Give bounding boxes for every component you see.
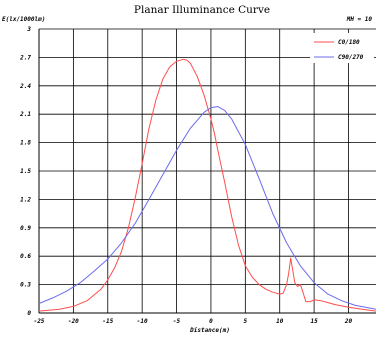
legend-label: C0/180: [338, 39, 360, 46]
x-tick-label: 15: [310, 318, 318, 325]
y-tick-label: 0.6: [20, 253, 31, 260]
x-axis-label: Distance(m): [189, 327, 230, 334]
x-tick-label: -10: [137, 318, 148, 325]
x-tick-label: -15: [102, 318, 113, 325]
y-tick-label: 3: [26, 26, 31, 33]
x-tick-label: -25: [34, 318, 45, 325]
y-tick-labels: 0 0.3 0.6 0.9 1.2 1.5 1.8 2.1 2.4 2.7 3: [19, 26, 31, 317]
legend-background: [310, 33, 374, 63]
y-axis-label: E(lx/1000lm): [2, 16, 45, 23]
series-lines: [38, 58, 377, 312]
y-tick-label: 2.1: [19, 111, 31, 118]
y-tick-label: 1.5: [20, 168, 31, 175]
y-tick-label: 0.9: [20, 225, 31, 232]
y-tick-label: 0.3: [20, 282, 31, 289]
legend-label: C90/270: [338, 54, 364, 61]
x-tick-label: 5: [244, 318, 248, 325]
x-tick-label: 0: [209, 318, 213, 325]
series-line-c0-180: [38, 58, 377, 312]
x-tick-label: -20: [68, 318, 79, 325]
y-tick-label: 1.8: [20, 140, 31, 147]
series-line-c90-270: [38, 106, 377, 310]
x-tick-label: 20: [344, 318, 353, 325]
x-tick-label: -5: [173, 318, 181, 325]
x-tick-labels: -25 -20 -15 -10 -5 0 5 10 15 20: [34, 318, 353, 325]
y-tick-label: 2.7: [19, 54, 31, 61]
grid: [38, 28, 376, 314]
mounting-height-annotation: MH = 10: [346, 16, 373, 23]
legend: C0/180 C90/270: [310, 33, 374, 63]
y-tick-label: 2.4: [19, 83, 31, 90]
chart-title: Planar Illuminance Curve: [134, 4, 270, 16]
x-tick-label: 10: [276, 318, 284, 325]
y-tick-label: 1.2: [20, 196, 31, 203]
y-tick-label: 0: [27, 310, 31, 317]
